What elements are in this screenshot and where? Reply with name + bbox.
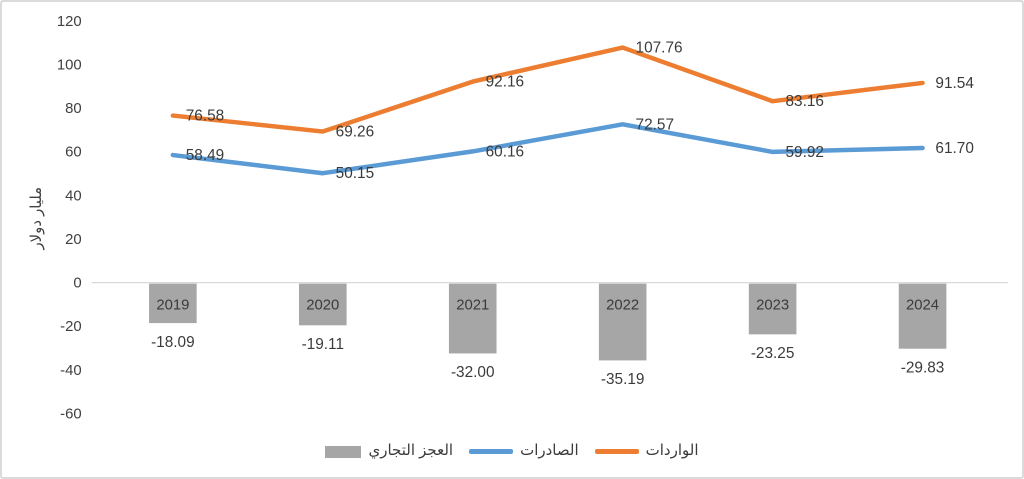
deficit-value-label: -29.83 [901,360,945,377]
year-label: 2024 [906,297,939,313]
year-label: 2023 [756,297,789,313]
line-value-label: 76.58 [186,108,224,125]
line-value-label: 92.16 [486,74,524,91]
line-value-label: 60.16 [486,143,524,160]
y-tick-label: 80 [65,101,82,117]
year-label: 2020 [306,297,339,313]
line-value-label: 59.92 [785,144,823,161]
legend-label-imports: الواردات [645,442,699,459]
deficit-bar[interactable] [448,283,497,354]
y-tick-label: 60 [65,145,82,161]
line-swatch-icon [594,449,639,454]
y-tick-label: 100 [57,57,82,73]
y-tick-label: 20 [65,232,82,248]
legend-item-imports[interactable]: الواردات [594,442,699,460]
line-value-label: 58.49 [186,147,224,164]
deficit-value-label: -35.19 [601,371,645,388]
bar-swatch-icon [325,445,362,458]
line-value-label: 69.26 [336,123,374,140]
legend-item-trade-deficit[interactable]: العجز التجاري [325,443,453,460]
line-value-label: 72.57 [636,116,674,133]
deficit-bar[interactable] [298,283,347,326]
deficit-value-label: -32.00 [451,364,495,381]
series-line-exports[interactable] [170,122,925,176]
line-swatch-icon [469,449,514,454]
year-label: 2021 [456,297,489,313]
y-tick-label: 120 [57,14,82,30]
y-tick-label: 40 [65,188,82,204]
legend-label-trade-deficit: العجز التجاري [368,442,454,459]
line-value-label: 83.16 [785,93,823,110]
y-tick-label: -20 [60,319,81,335]
line-value-label: 61.70 [935,140,973,157]
legend-item-exports[interactable]: الصادرات [469,443,579,460]
deficit-bar[interactable] [149,283,197,324]
deficit-bar[interactable] [598,283,647,361]
series-line-imports[interactable] [170,45,925,134]
y-tick-label: -60 [60,406,81,422]
deficit-value-label: -19.11 [302,336,344,353]
deficit-value-label: -18.09 [151,334,195,351]
y-tick-label: 0 [73,276,81,292]
line-value-label: 91.54 [935,75,974,92]
chart-legend: العجز التجاري الصادرات الواردات [2,443,1022,460]
deficit-bar[interactable] [898,283,947,349]
line-value-label: 107.76 [636,40,683,57]
line-value-label: 50.15 [336,165,374,182]
legend-label-exports: الصادرات [520,442,579,459]
y-tick-label: -40 [60,363,81,379]
deficit-bar[interactable] [748,283,797,335]
year-label: 2022 [606,297,639,313]
y-axis-title: مليار دولار [29,187,45,251]
deficit-value-label: -23.25 [751,345,795,362]
year-label: 2019 [156,297,189,313]
